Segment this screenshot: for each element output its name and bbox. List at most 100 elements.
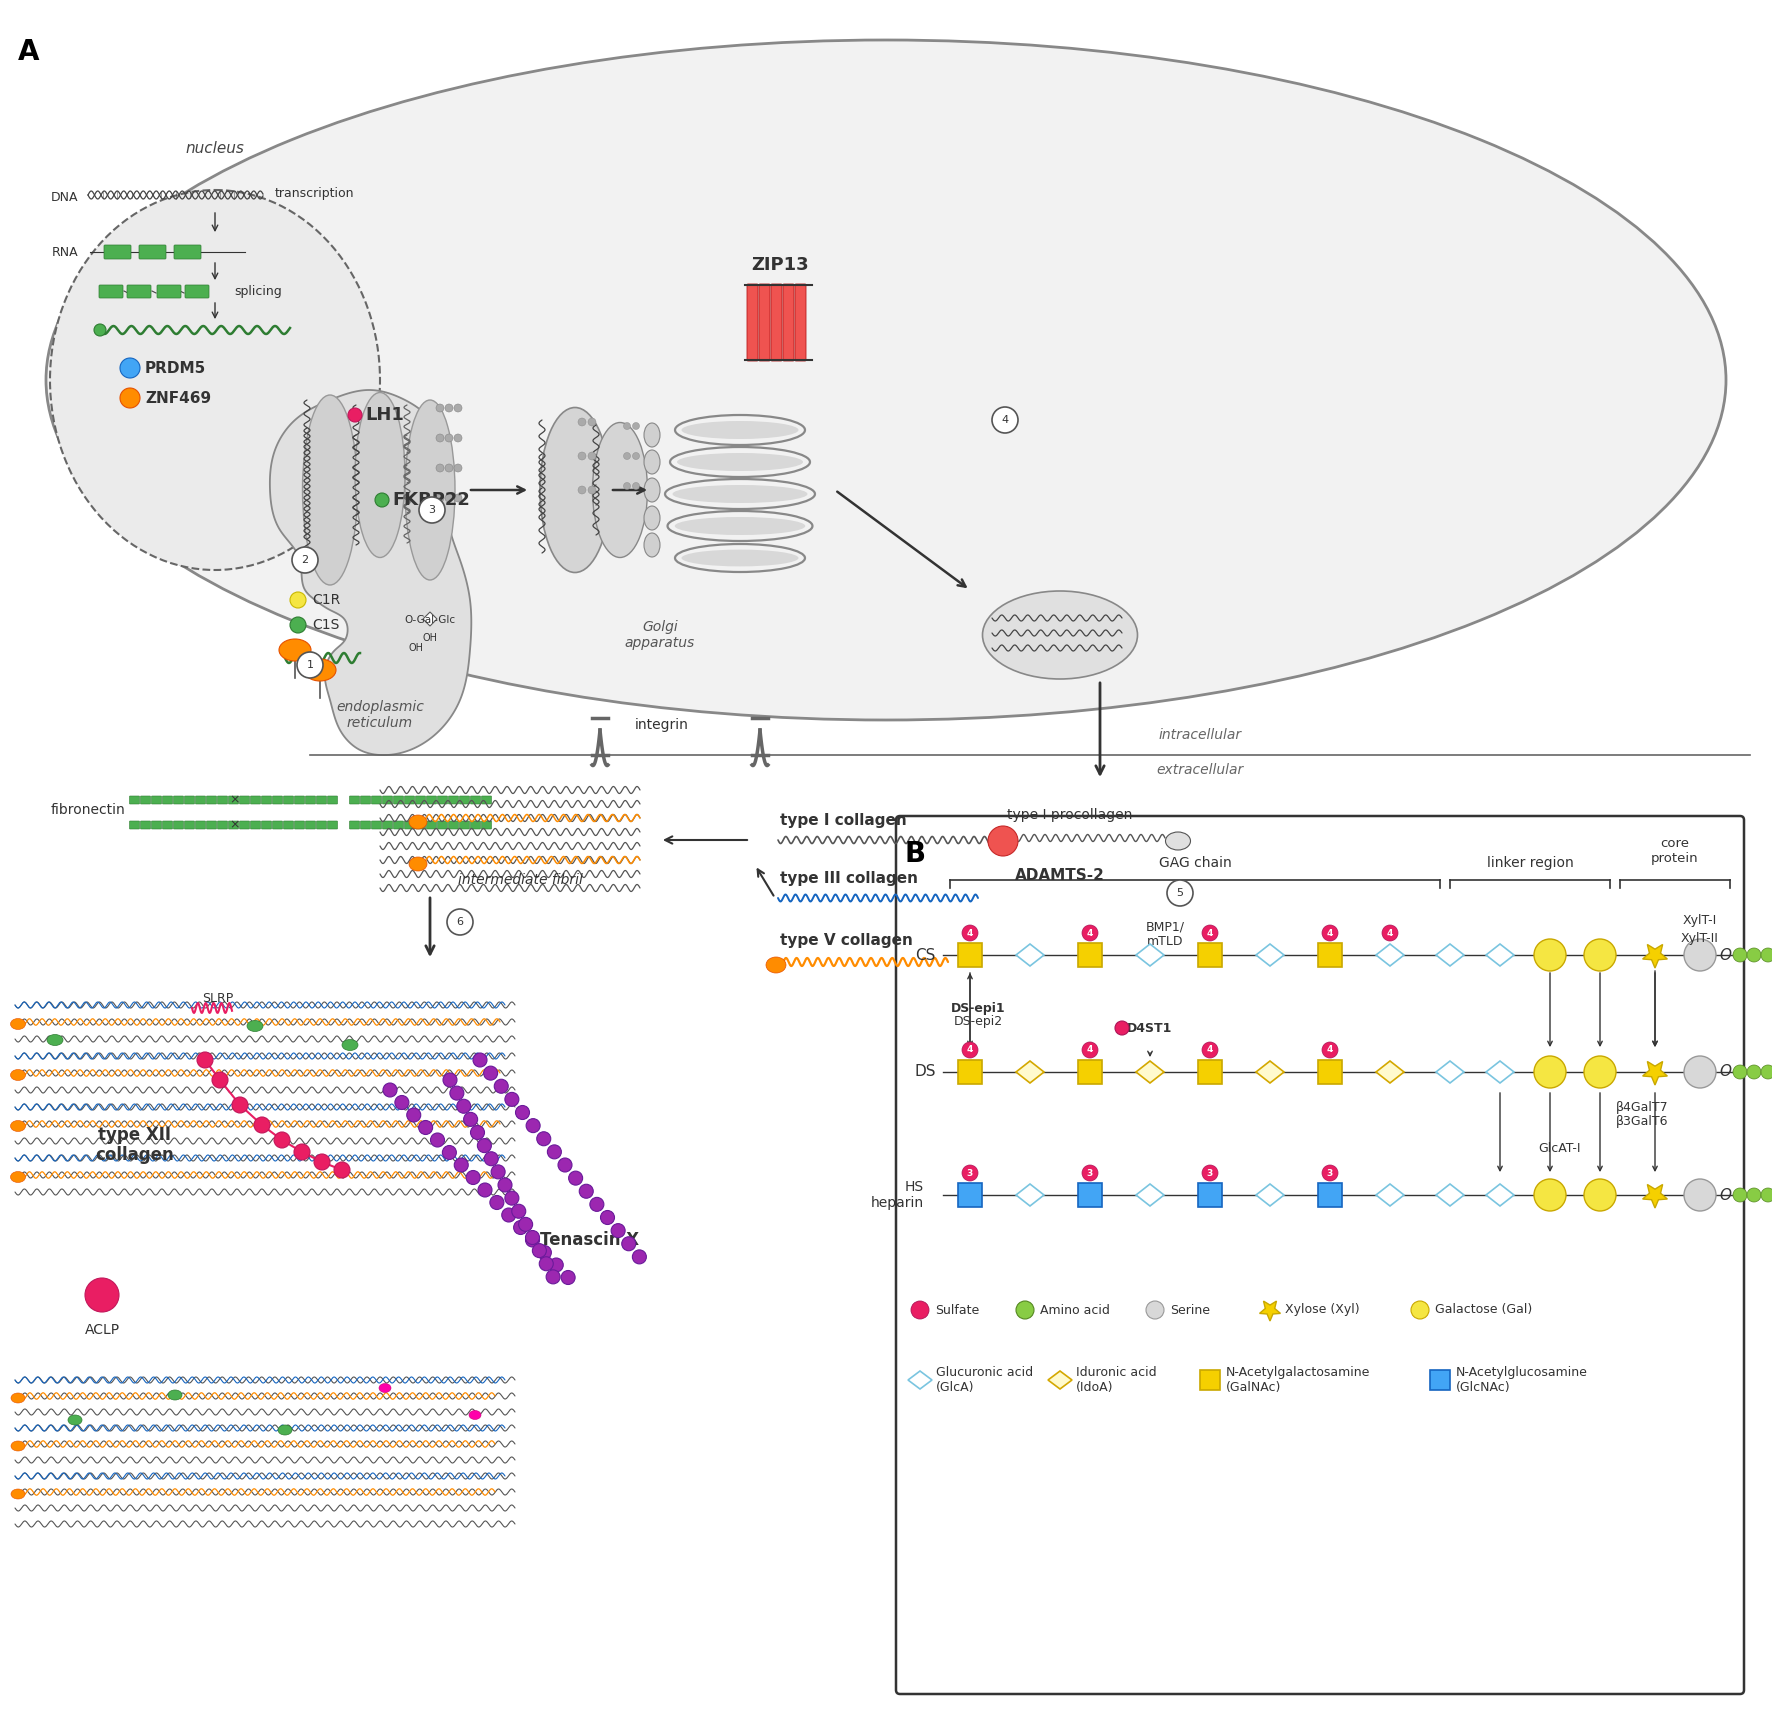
- Circle shape: [408, 1108, 420, 1121]
- Polygon shape: [1136, 1061, 1164, 1084]
- Circle shape: [1747, 1065, 1761, 1079]
- Circle shape: [1382, 924, 1398, 942]
- Ellipse shape: [11, 1394, 25, 1404]
- Text: type III collagen: type III collagen: [780, 870, 918, 885]
- Ellipse shape: [540, 407, 610, 572]
- Circle shape: [588, 452, 595, 461]
- Polygon shape: [1377, 1185, 1403, 1205]
- FancyBboxPatch shape: [129, 796, 140, 805]
- Circle shape: [633, 483, 640, 490]
- Circle shape: [1535, 1180, 1566, 1210]
- Text: Sulfate: Sulfate: [936, 1303, 980, 1317]
- Polygon shape: [1136, 1185, 1164, 1205]
- Circle shape: [505, 1192, 519, 1205]
- Circle shape: [962, 1043, 978, 1058]
- Circle shape: [1015, 1301, 1035, 1318]
- Ellipse shape: [11, 1120, 25, 1132]
- Circle shape: [443, 1073, 457, 1087]
- Text: GAG chain: GAG chain: [1159, 856, 1232, 870]
- Bar: [1200, 1370, 1219, 1390]
- Text: type XII
collagen: type XII collagen: [96, 1125, 174, 1164]
- FancyBboxPatch shape: [471, 796, 480, 805]
- Polygon shape: [1643, 1061, 1667, 1085]
- Circle shape: [454, 435, 462, 442]
- Ellipse shape: [11, 1171, 25, 1183]
- Text: 3: 3: [1086, 1169, 1093, 1178]
- Circle shape: [291, 592, 307, 608]
- Polygon shape: [1015, 943, 1044, 966]
- Circle shape: [1322, 924, 1338, 942]
- Text: nucleus: nucleus: [186, 140, 245, 156]
- FancyBboxPatch shape: [105, 245, 131, 259]
- FancyBboxPatch shape: [783, 284, 794, 361]
- Polygon shape: [1047, 1371, 1072, 1388]
- FancyBboxPatch shape: [294, 796, 305, 805]
- Circle shape: [633, 1250, 647, 1263]
- Circle shape: [1322, 1164, 1338, 1181]
- FancyBboxPatch shape: [393, 796, 404, 805]
- FancyBboxPatch shape: [218, 822, 227, 829]
- Text: type I procollagen: type I procollagen: [1006, 808, 1132, 822]
- Polygon shape: [1015, 1061, 1044, 1084]
- Ellipse shape: [67, 1416, 82, 1424]
- Circle shape: [588, 486, 595, 495]
- Ellipse shape: [677, 454, 803, 471]
- Circle shape: [1535, 1056, 1566, 1089]
- Circle shape: [253, 1116, 269, 1133]
- Text: ×: ×: [230, 818, 241, 832]
- Ellipse shape: [46, 39, 1726, 721]
- FancyBboxPatch shape: [294, 822, 305, 829]
- Circle shape: [1411, 1301, 1428, 1318]
- FancyBboxPatch shape: [471, 822, 480, 829]
- Text: O: O: [1719, 947, 1731, 962]
- Circle shape: [512, 1204, 526, 1219]
- Text: intracellular: intracellular: [1159, 728, 1242, 741]
- FancyBboxPatch shape: [404, 796, 415, 805]
- Circle shape: [395, 1096, 409, 1109]
- Text: LH1: LH1: [365, 406, 404, 425]
- FancyBboxPatch shape: [393, 822, 404, 829]
- Circle shape: [376, 493, 390, 507]
- Circle shape: [989, 825, 1017, 856]
- FancyBboxPatch shape: [218, 796, 227, 805]
- Circle shape: [1761, 948, 1772, 962]
- Polygon shape: [1487, 943, 1513, 966]
- Circle shape: [962, 924, 978, 942]
- Text: OH: OH: [409, 644, 424, 652]
- Ellipse shape: [766, 957, 787, 972]
- Circle shape: [1115, 1020, 1129, 1036]
- Text: 3: 3: [1207, 1169, 1214, 1178]
- Circle shape: [1761, 1065, 1772, 1079]
- Circle shape: [633, 423, 640, 430]
- Text: Serine: Serine: [1170, 1303, 1210, 1317]
- Polygon shape: [1136, 943, 1164, 966]
- Circle shape: [1733, 948, 1747, 962]
- Circle shape: [1146, 1301, 1164, 1318]
- Circle shape: [298, 652, 323, 678]
- Text: FKBP22: FKBP22: [392, 491, 470, 508]
- Circle shape: [477, 1138, 491, 1152]
- FancyBboxPatch shape: [438, 796, 448, 805]
- Circle shape: [478, 1183, 493, 1197]
- Polygon shape: [1435, 1061, 1464, 1084]
- FancyBboxPatch shape: [415, 796, 425, 805]
- Circle shape: [1201, 1164, 1217, 1181]
- Polygon shape: [1256, 1185, 1285, 1205]
- Circle shape: [633, 452, 640, 459]
- Circle shape: [624, 483, 631, 490]
- FancyBboxPatch shape: [328, 796, 337, 805]
- Circle shape: [347, 407, 361, 421]
- Circle shape: [454, 1157, 468, 1173]
- Circle shape: [526, 1118, 540, 1133]
- FancyBboxPatch shape: [459, 822, 470, 829]
- FancyBboxPatch shape: [140, 822, 151, 829]
- FancyBboxPatch shape: [482, 822, 491, 829]
- FancyBboxPatch shape: [305, 796, 315, 805]
- Polygon shape: [424, 611, 438, 627]
- Circle shape: [569, 1171, 583, 1185]
- FancyBboxPatch shape: [372, 796, 381, 805]
- Circle shape: [213, 1072, 229, 1089]
- Ellipse shape: [643, 478, 659, 502]
- FancyBboxPatch shape: [174, 822, 184, 829]
- Text: 6: 6: [457, 918, 464, 926]
